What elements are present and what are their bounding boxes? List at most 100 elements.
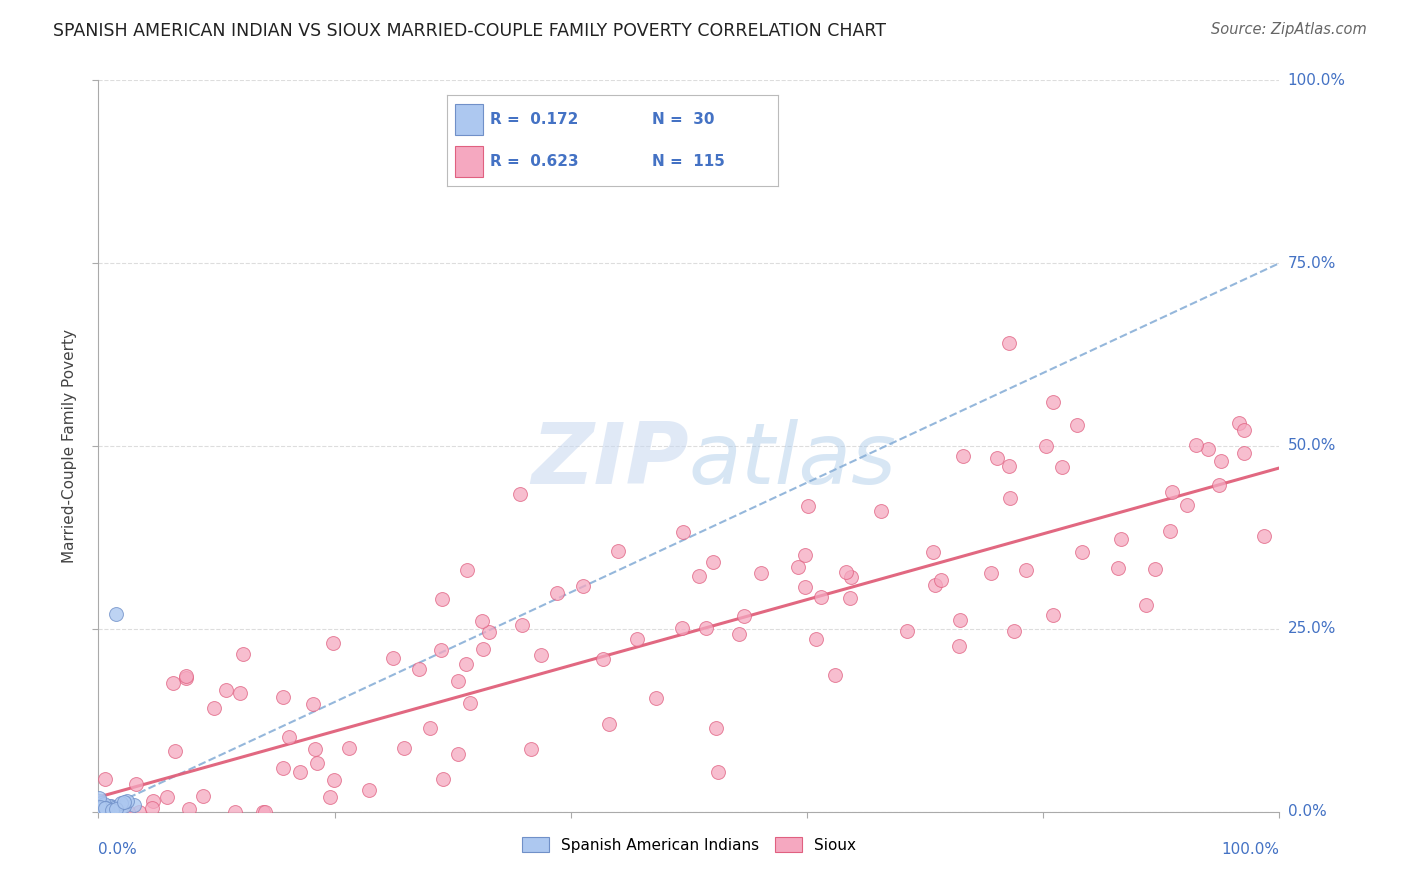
Point xyxy=(1185,438,1208,452)
Point xyxy=(302,697,325,711)
Point xyxy=(228,686,250,700)
Point xyxy=(419,722,441,736)
Point xyxy=(432,591,454,606)
Point xyxy=(124,798,146,813)
Point xyxy=(128,805,150,819)
Point xyxy=(100,803,122,817)
Point xyxy=(794,580,817,594)
Point xyxy=(94,800,117,814)
Point xyxy=(1159,524,1181,539)
Point xyxy=(949,614,972,628)
Point xyxy=(458,696,481,710)
Point xyxy=(598,717,620,731)
Point xyxy=(89,794,111,808)
Point xyxy=(288,764,311,779)
Point xyxy=(1070,545,1092,559)
Point xyxy=(835,565,858,579)
Point xyxy=(271,761,294,775)
Point xyxy=(101,799,124,814)
Point xyxy=(429,642,451,657)
Point xyxy=(319,790,342,805)
Point xyxy=(277,731,299,745)
Point xyxy=(90,796,112,810)
Text: 25.0%: 25.0% xyxy=(1288,622,1336,636)
Point xyxy=(224,805,246,819)
Point xyxy=(179,802,201,816)
Text: 100.0%: 100.0% xyxy=(1288,73,1346,87)
Point xyxy=(90,801,112,815)
Point xyxy=(707,765,730,780)
Point xyxy=(115,794,138,808)
Point xyxy=(202,701,225,715)
Point xyxy=(1050,459,1073,474)
Point xyxy=(162,676,184,690)
Point xyxy=(980,566,1002,581)
Point xyxy=(191,789,214,804)
Point xyxy=(89,800,111,814)
Point xyxy=(1002,624,1025,639)
Point xyxy=(520,742,543,756)
Point xyxy=(105,802,128,816)
Point xyxy=(98,798,121,813)
Point xyxy=(252,805,274,819)
Point xyxy=(117,805,139,819)
Point xyxy=(89,798,111,813)
Point xyxy=(546,586,568,600)
Point xyxy=(110,797,132,811)
Point xyxy=(105,607,128,622)
Point xyxy=(924,578,946,592)
Point xyxy=(702,555,724,569)
Point xyxy=(90,801,112,815)
Point xyxy=(112,798,135,813)
Point xyxy=(797,499,820,513)
Point xyxy=(530,648,553,662)
Point xyxy=(456,563,478,577)
Text: 100.0%: 100.0% xyxy=(1222,842,1279,857)
Point xyxy=(986,451,1008,466)
Point xyxy=(998,459,1021,474)
Text: 50.0%: 50.0% xyxy=(1288,439,1336,453)
Point xyxy=(392,741,415,756)
Point xyxy=(671,621,693,635)
Point xyxy=(111,805,134,819)
Point xyxy=(1253,529,1275,543)
Point xyxy=(93,797,115,811)
Point xyxy=(929,573,952,587)
Point xyxy=(810,590,832,604)
Point xyxy=(323,772,346,787)
Text: Source: ZipAtlas.com: Source: ZipAtlas.com xyxy=(1211,22,1367,37)
Point xyxy=(94,801,117,815)
Point xyxy=(357,782,380,797)
Point xyxy=(793,548,815,562)
Point xyxy=(471,614,494,628)
Point xyxy=(704,721,727,735)
Point xyxy=(271,690,294,704)
Point xyxy=(478,624,501,639)
Point xyxy=(94,801,117,815)
Point xyxy=(509,487,531,501)
Point xyxy=(337,741,360,756)
Point xyxy=(728,626,751,640)
Point xyxy=(305,756,328,770)
Point xyxy=(322,635,344,649)
Point xyxy=(1232,424,1254,438)
Point xyxy=(1066,417,1088,432)
Point xyxy=(124,777,146,791)
Text: 0.0%: 0.0% xyxy=(98,842,138,857)
Point xyxy=(176,671,198,685)
Point xyxy=(896,624,918,638)
Point xyxy=(626,632,648,647)
Point xyxy=(1042,395,1064,409)
Point xyxy=(510,618,533,632)
Text: SPANISH AMERICAN INDIAN VS SIOUX MARRIED-COUPLE FAMILY POVERTY CORRELATION CHART: SPANISH AMERICAN INDIAN VS SIOUX MARRIED… xyxy=(53,22,886,40)
Point xyxy=(110,799,132,814)
Point xyxy=(572,578,595,592)
Point xyxy=(607,544,630,558)
Point xyxy=(87,802,110,816)
Text: atlas: atlas xyxy=(689,419,897,502)
Point xyxy=(1144,562,1167,576)
Point xyxy=(103,801,125,815)
Point xyxy=(922,544,945,558)
Point xyxy=(454,657,477,671)
Point xyxy=(447,674,470,689)
